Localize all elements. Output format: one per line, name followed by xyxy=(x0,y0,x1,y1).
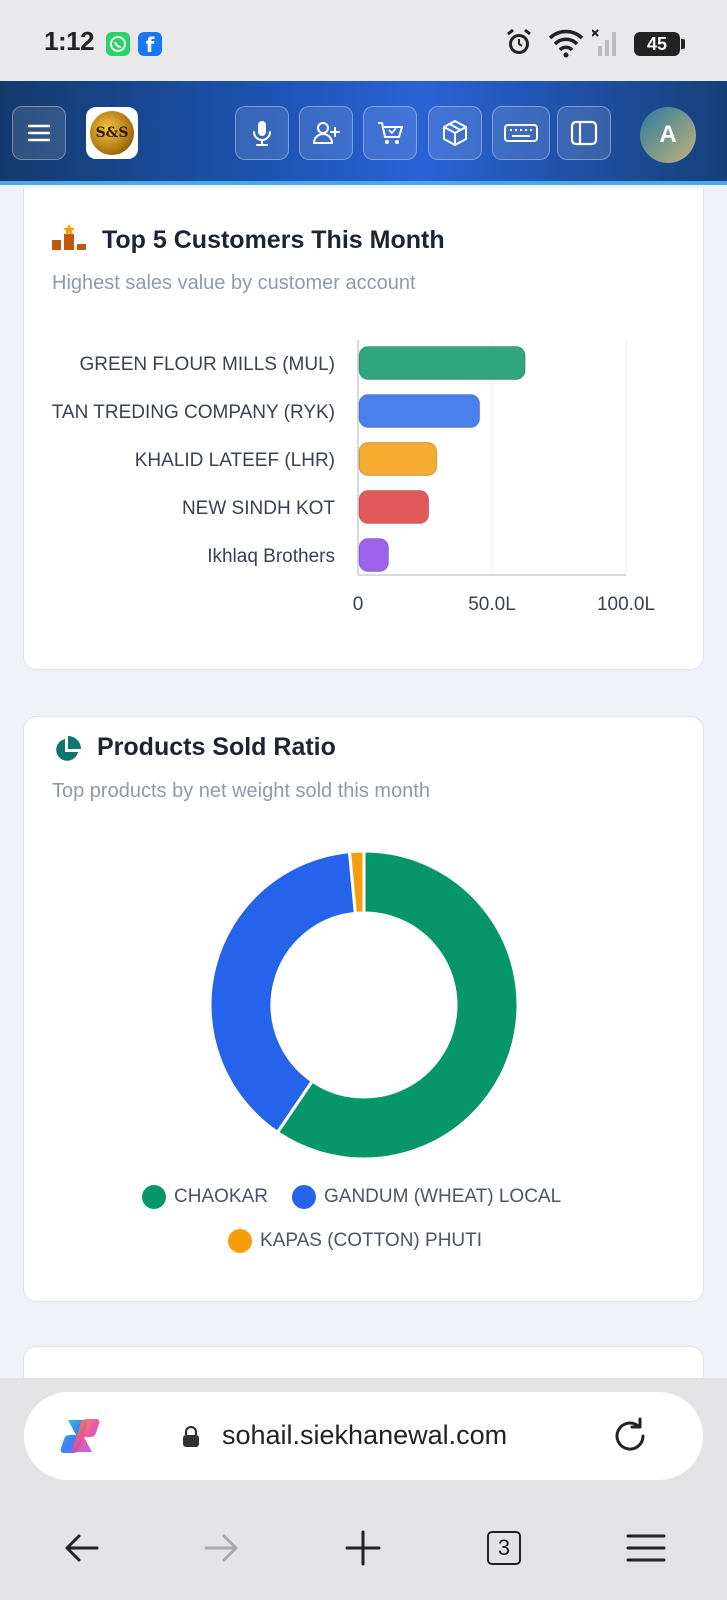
status-bar: 1:12 f 45 xyxy=(0,0,727,81)
menu-icon xyxy=(27,124,51,142)
donut-slice[interactable] xyxy=(208,850,357,1135)
lock-icon xyxy=(183,1426,199,1447)
back-button[interactable] xyxy=(52,1518,112,1578)
legend-item[interactable]: CHAOKAR xyxy=(142,1185,268,1209)
y-category-label: TAN TREDING COMPANY (RYK) xyxy=(52,402,335,423)
products-ratio-card: Products Sold Ratio Top products by net … xyxy=(23,716,704,1302)
microphone-icon xyxy=(253,121,271,146)
alarm-icon xyxy=(507,28,531,54)
user-avatar[interactable]: A xyxy=(640,107,696,163)
y-category-label: KHALID LATEEF (LHR) xyxy=(135,450,335,471)
legend-swatch xyxy=(142,1185,166,1209)
forward-arrow-icon xyxy=(204,1534,238,1562)
bar[interactable] xyxy=(358,489,430,525)
whatsapp-icon xyxy=(106,32,130,56)
battery-icon: 45 xyxy=(634,32,685,56)
forward-button[interactable] xyxy=(191,1518,251,1578)
cart-icon xyxy=(378,122,403,144)
voice-button[interactable] xyxy=(235,106,289,160)
bar[interactable] xyxy=(358,393,481,429)
x-tick-label: 0 xyxy=(353,594,364,615)
legend-label: GANDUM (WHEAT) LOCAL xyxy=(324,1186,562,1207)
legend-label: CHAOKAR xyxy=(174,1186,268,1207)
keyboard-icon xyxy=(504,124,538,142)
status-time: 1:12 xyxy=(44,26,95,56)
legend-item[interactable]: KAPAS (COTTON) PHUTI xyxy=(228,1229,482,1253)
cart-button[interactable] xyxy=(363,106,417,160)
x-tick-label: 50.0L xyxy=(468,594,516,615)
donut-slice[interactable] xyxy=(275,849,520,1161)
reload-icon[interactable] xyxy=(610,1416,650,1456)
hamburger-icon xyxy=(626,1534,666,1562)
tabs-button[interactable]: 3 xyxy=(474,1518,534,1578)
facebook-icon: f xyxy=(138,32,162,57)
plus-icon xyxy=(345,1530,381,1566)
legend-item[interactable]: GANDUM (WHEAT) LOCAL xyxy=(292,1185,561,1209)
products-donut-chart xyxy=(208,849,520,1161)
back-arrow-icon xyxy=(65,1534,99,1562)
menu-button[interactable] xyxy=(12,106,66,160)
card-title: Top 5 Customers This Month xyxy=(102,226,445,254)
legend-swatch xyxy=(292,1185,316,1209)
add-user-icon xyxy=(312,122,340,144)
app-header: S&S A xyxy=(0,81,727,185)
tab-count: 3 xyxy=(487,1531,521,1565)
podium-icon xyxy=(52,224,86,250)
company-logo[interactable]: S&S xyxy=(86,107,138,159)
sidebar-icon xyxy=(570,120,598,146)
bar[interactable] xyxy=(358,345,526,381)
products-button[interactable] xyxy=(428,106,482,160)
keyboard-button[interactable] xyxy=(492,106,550,160)
url-text: sohail.siekhanewal.com xyxy=(222,1420,508,1450)
card-title: Products Sold Ratio xyxy=(97,733,336,761)
copilot-icon[interactable] xyxy=(58,1416,102,1456)
legend-swatch xyxy=(228,1229,252,1253)
y-category-label: GREEN FLOUR MILLS (MUL) xyxy=(80,354,335,375)
logo-emblem: S&S xyxy=(90,111,134,155)
pie-chart-icon xyxy=(56,736,81,761)
sidebar-toggle-button[interactable] xyxy=(557,106,611,160)
top-customers-card: Top 5 Customers This Month Highest sales… xyxy=(23,188,704,670)
customers-bar-chart: 0 50.0L 100.0L GREEN FLOUR MILLS (MUL) TAN T… xyxy=(52,340,655,615)
add-customer-button[interactable] xyxy=(299,106,353,160)
y-category-label: NEW SINDH KOT xyxy=(182,498,335,519)
box-icon xyxy=(443,120,467,146)
x-tick-label: 100.0L xyxy=(597,594,655,615)
legend-label: KAPAS (COTTON) PHUTI xyxy=(260,1230,483,1251)
browser-toolbar: sohail.siekhanewal.com 3 xyxy=(0,1378,727,1600)
bar[interactable] xyxy=(358,537,390,573)
card-subtitle: Highest sales value by customer account xyxy=(52,272,416,294)
address-bar[interactable]: sohail.siekhanewal.com xyxy=(24,1392,703,1480)
browser-nav: 3 xyxy=(0,1518,727,1578)
browser-menu-button[interactable] xyxy=(616,1518,676,1578)
bar[interactable] xyxy=(358,441,438,477)
card-subtitle: Top products by net weight sold this mon… xyxy=(52,780,430,802)
new-tab-button[interactable] xyxy=(333,1518,393,1578)
donut-slice[interactable] xyxy=(347,849,366,916)
y-category-label: Ikhlaq Brothers xyxy=(207,546,335,567)
wifi-icon xyxy=(548,29,584,58)
signal-icon xyxy=(592,29,616,56)
